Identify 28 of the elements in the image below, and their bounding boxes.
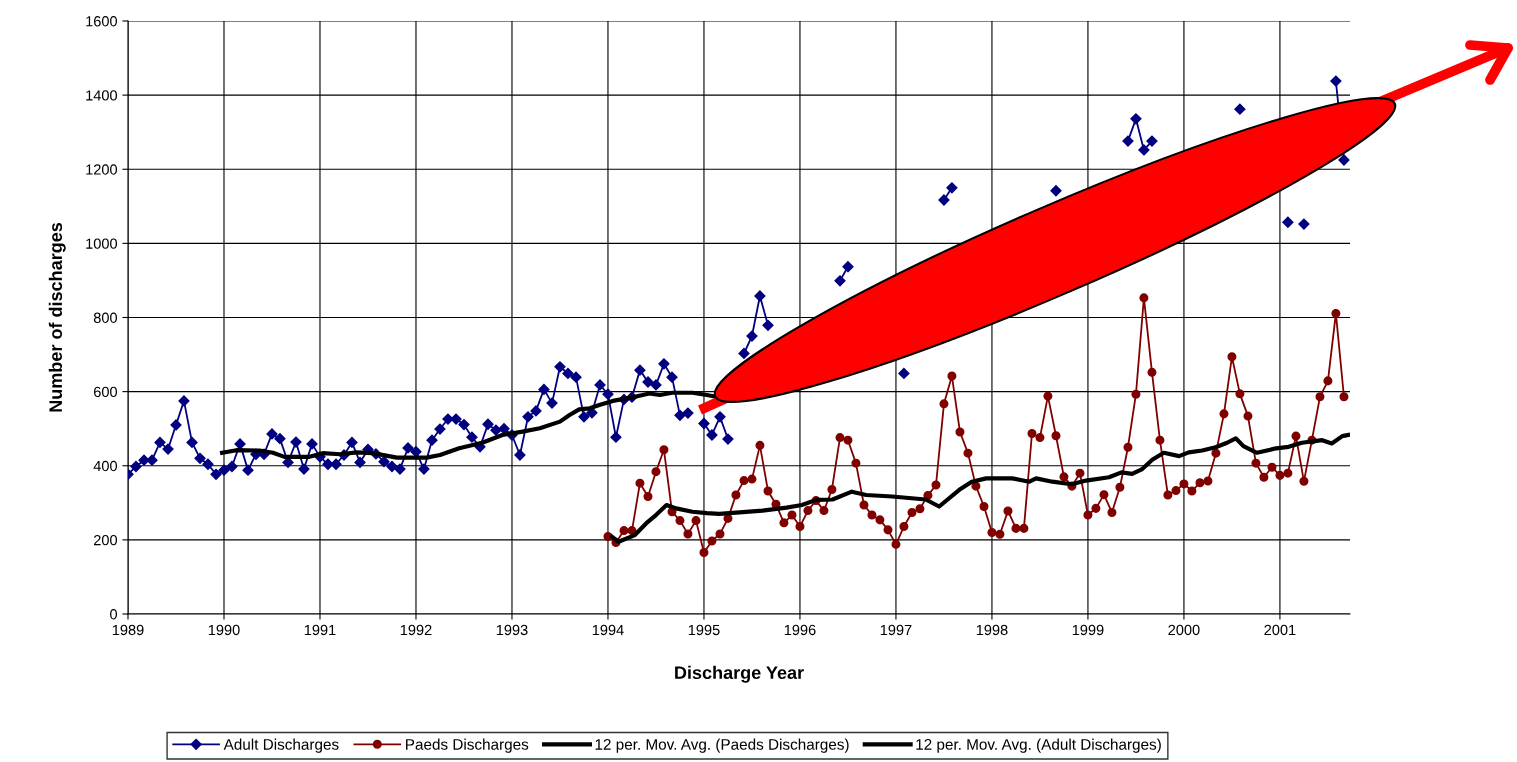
legend-label: 12 per. Mov. Avg. (Paeds Discharges)	[595, 738, 849, 753]
x-tick-label: 1994	[592, 624, 624, 636]
legend-label: Paeds Discharges	[406, 738, 529, 753]
x-tick-label: 1999	[1072, 624, 1104, 636]
x-tick-label: 1992	[400, 624, 432, 636]
y-axis-title: Number of discharges	[48, 222, 66, 412]
y-tick-label: 1200	[86, 164, 118, 175]
legend-label: 12 per. Mov. Avg. (Adult Discharges)	[916, 738, 1161, 753]
y-tick-label: 800	[93, 312, 118, 323]
x-axis-title: Discharge Year	[675, 665, 804, 683]
x-tick-label: 1991	[304, 624, 336, 636]
x-tick-label: 1996	[784, 624, 816, 636]
x-tick-label: 1990	[208, 624, 240, 636]
y-tick-label: 600	[93, 386, 118, 398]
legend-label: Adult Discharges	[223, 738, 339, 753]
x-tick-label: 1998	[976, 624, 1008, 636]
x-tick-label: 1997	[880, 624, 912, 636]
y-tick-label: 0	[110, 609, 118, 620]
y-tick-label: 200	[93, 534, 118, 546]
y-tick-label: 400	[93, 460, 118, 472]
y-tick-label: 1400	[86, 90, 118, 101]
y-tick-label: 1000	[86, 238, 118, 249]
x-tick-label: 2000	[1168, 624, 1200, 636]
x-tick-label: 1993	[496, 624, 528, 636]
y-tick-label: 1600	[86, 16, 118, 27]
x-tick-label: 1995	[688, 624, 720, 636]
x-tick-label: 1989	[112, 624, 144, 636]
x-tick-label: 2001	[1264, 624, 1296, 636]
